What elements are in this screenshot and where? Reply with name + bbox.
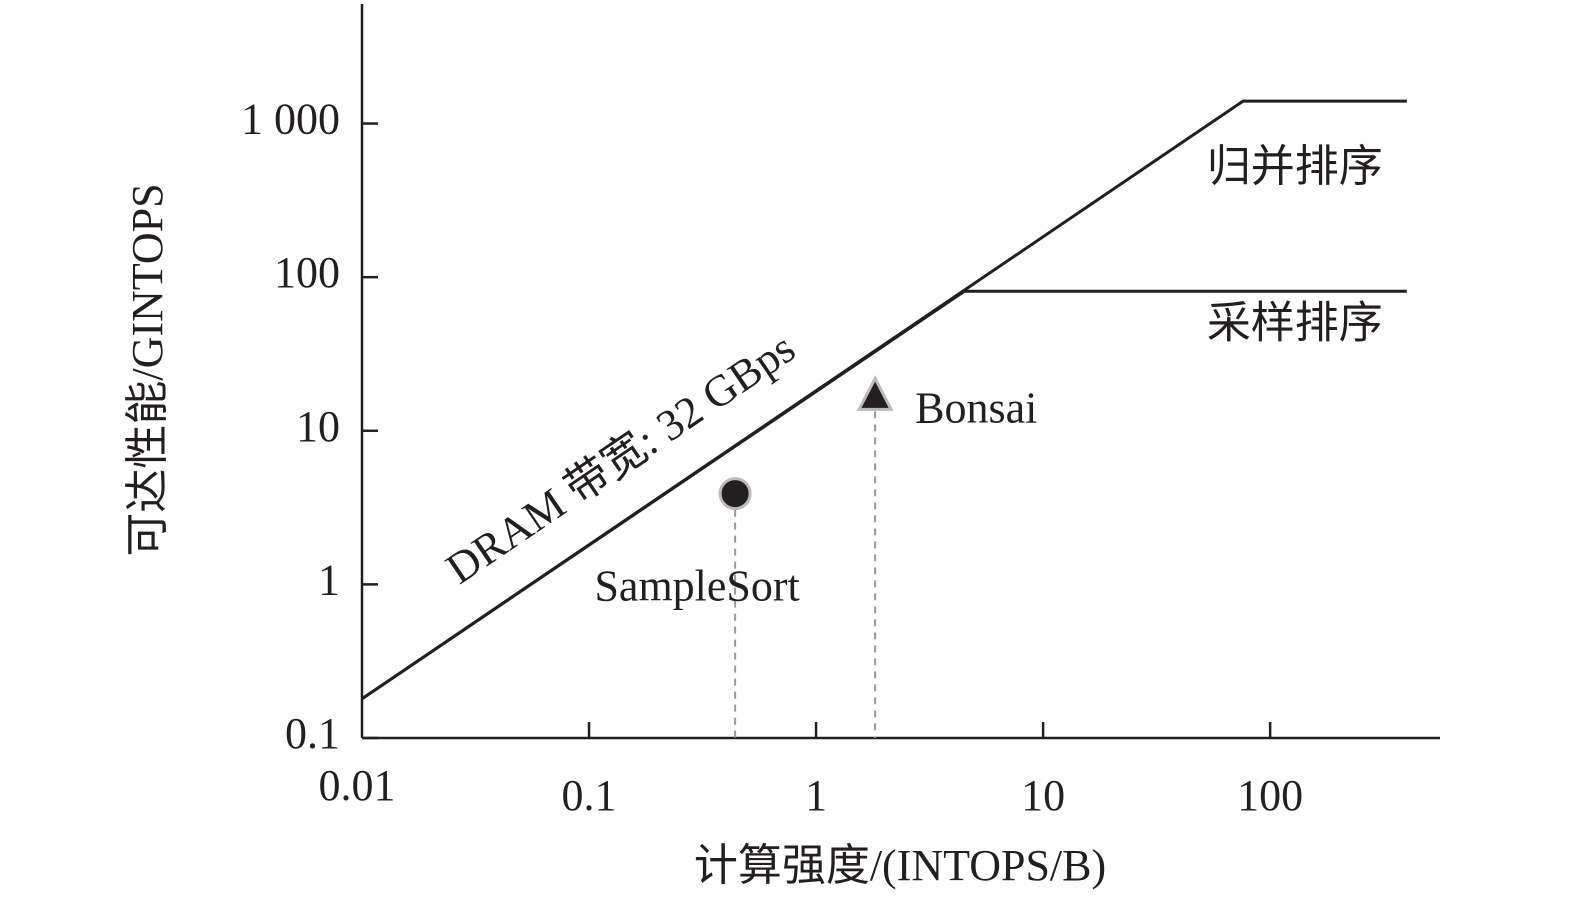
x-axis-label: 计算强度/(INTOPS/B) (694, 841, 1106, 890)
y-axis-label: 可达性能/GINTOPS (123, 183, 172, 556)
annotation: DRAM 带宽: 32 GBps (437, 323, 803, 593)
point-label: SampleSort (594, 562, 799, 611)
x-tick-label: 10 (1021, 771, 1065, 820)
y-tick-label: 1 (318, 555, 340, 604)
point-label: Bonsai (915, 383, 1037, 432)
series-label: 归并排序 (1207, 142, 1383, 191)
y-tick-label: 0.1 (285, 709, 340, 758)
x-tick-label: 0.01 (319, 761, 396, 810)
x-tick-label: 1 (805, 771, 827, 820)
y-tick-label: 10 (296, 402, 340, 451)
y-tick-label: 1 000 (241, 95, 340, 144)
point-marker (856, 375, 894, 411)
x-tick-label: 100 (1237, 771, 1303, 820)
roofline (361, 289, 1407, 701)
series-label: 采样排序 (1207, 298, 1383, 347)
point-marker (718, 477, 752, 511)
x-tick-label: 0.1 (562, 771, 617, 820)
y-tick-label: 100 (274, 248, 340, 297)
